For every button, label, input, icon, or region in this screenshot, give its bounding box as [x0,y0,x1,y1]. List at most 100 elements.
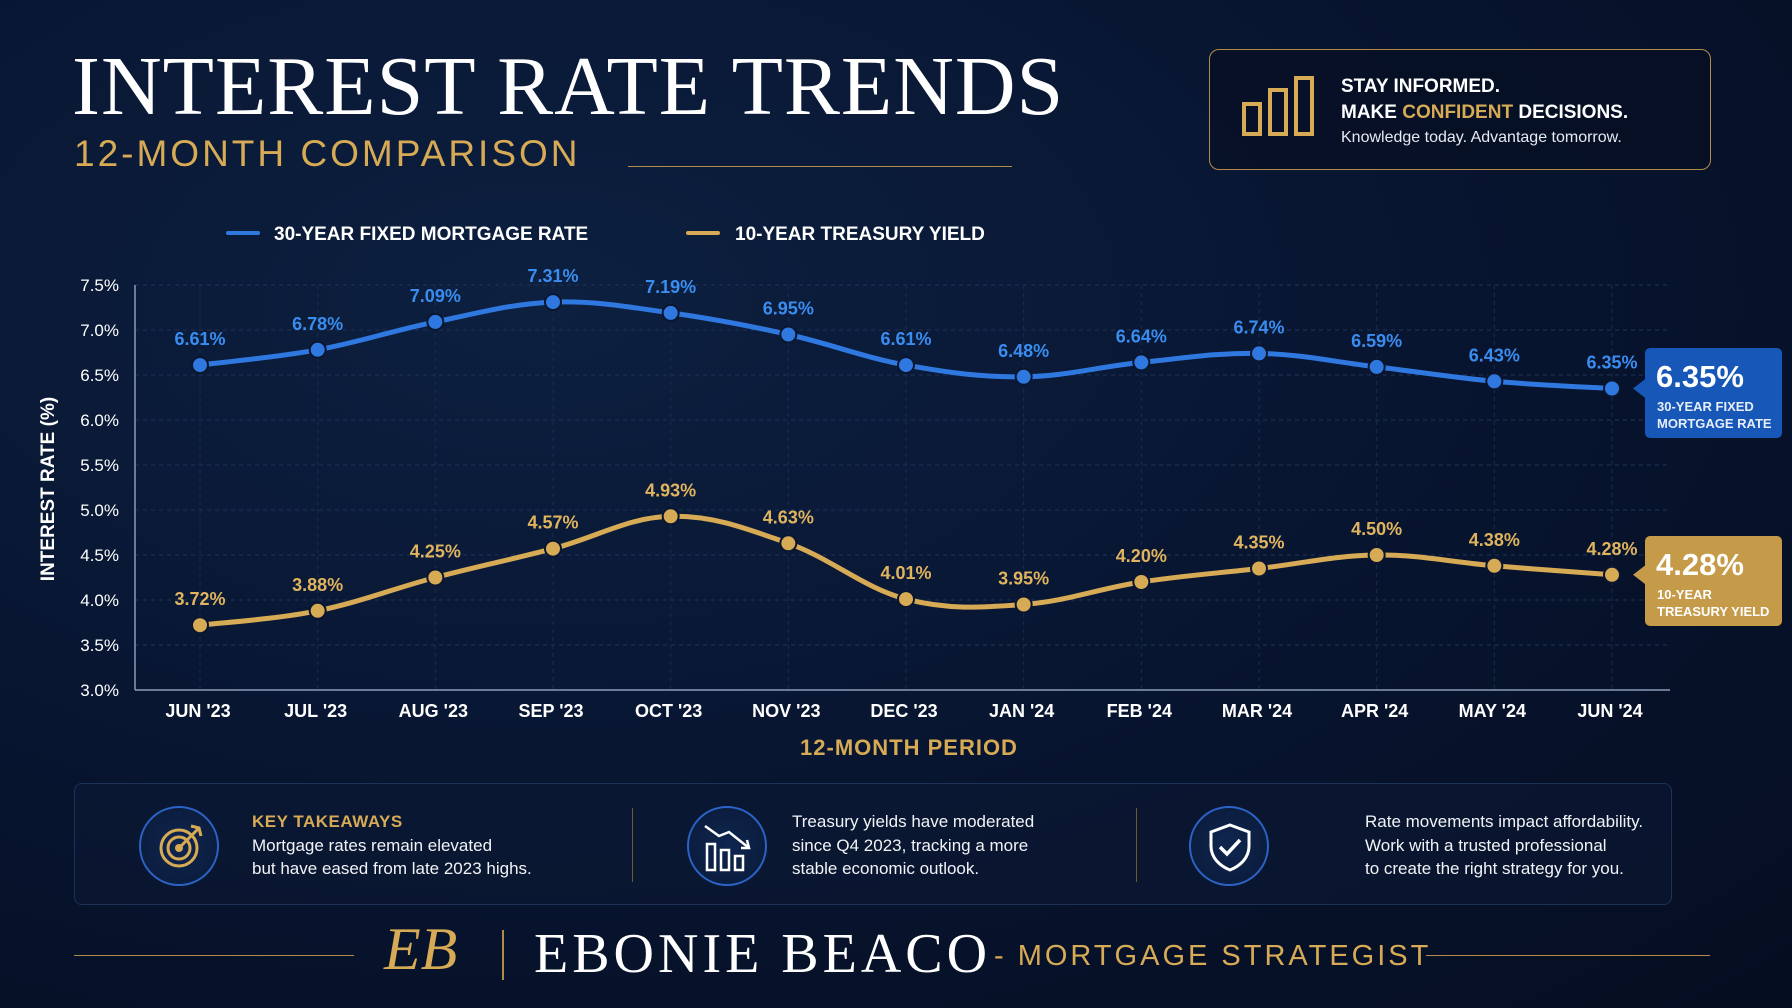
takeaway-heading: KEY TAKEAWAYS [252,812,403,831]
takeaway-2-text: Treasury yields have moderated since Q4 … [792,810,1034,881]
data-point [1014,367,1033,386]
takeaway-1-text: KEY TAKEAWAYS Mortgage rates remain elev… [252,810,532,881]
takeaway-3-text: Rate movements impact affordability. Wor… [1365,810,1643,881]
data-point [661,303,680,322]
promo-line-2: MAKE CONFIDENT DECISIONS. [1341,100,1628,126]
promo-line-2-pre: MAKE [1341,102,1403,123]
declining-bars-icon [687,806,767,886]
takeaway-2-line-2: since Q4 2023, tracking a more [792,835,1029,855]
data-point [426,568,445,587]
data-label: 4.20% [1116,546,1167,566]
bar-chart-icon [1242,76,1314,136]
takeaway-1: KEY TAKEAWAYS Mortgage rates remain elev… [75,784,635,906]
data-point [544,539,562,558]
callout-box [1645,348,1782,438]
data-label: 6.35% [1586,353,1637,373]
data-point [1485,556,1504,575]
takeaway-divider [1136,808,1137,882]
chart-callouts: 6.35% 30-YEAR FIXED MORTGAGE RATE 4.28% 10-Y… [1633,348,1782,626]
callout-box [1645,536,1782,626]
data-point [897,356,915,375]
data-label: 6.59% [1351,331,1402,351]
data-point [308,340,327,359]
data-point [1250,559,1268,578]
y-tick-label: 6.5% [80,366,119,385]
data-point [1367,357,1386,376]
chart-axes: 3.0% 3.5% 4.0% 4.5% 5.0% 5.5% 6.0% 6.5% 7.0% 7.5%… [38,276,1670,760]
takeaway-1-line-1: Mortgage rates remain elevated [252,835,493,855]
y-tick-label: 3.0% [80,681,119,700]
line-chart: 30-YEAR FIXED MORTGAGE RATE 10-YEAR TREAS… [38,231,1782,760]
y-tick-label: 3.5% [80,636,119,655]
data-point [191,356,209,375]
y-tick-label: 7.5% [80,276,119,295]
x-tick-label: FEB '24 [1107,701,1172,721]
footer-separator [502,930,504,980]
data-label: 6.78% [292,314,343,334]
promo-highlight: CONFIDENT [1402,102,1514,123]
x-tick-label: JAN '24 [989,701,1054,721]
data-label: 6.95% [763,299,814,319]
x-tick-label: AUG '23 [399,701,468,721]
promo-text: STAY INFORMED. MAKE CONFIDENT DECISIONS.… [1341,74,1628,150]
callout-label: 10-YEAR [1657,587,1713,602]
data-label: 4.25% [410,542,461,562]
x-tick-label: JUN '23 [165,701,230,721]
data-point [1603,379,1621,398]
x-tick-label: JUL '23 [284,701,347,721]
promo-line-1: STAY INFORMED. [1341,76,1501,97]
data-point [1132,353,1151,372]
data-label: 7.09% [410,286,461,306]
data-point [897,590,915,609]
data-point [1250,344,1268,363]
page-title: INTEREST RATE TRENDS [72,40,1065,133]
promo-line-3: Knowledge today. Advantage tomorrow. [1341,129,1622,146]
y-tick-label: 4.0% [80,591,119,610]
data-point [1014,595,1033,614]
x-axis-title: 12-MONTH PERIOD [800,735,1018,760]
callout-pointer [1633,564,1646,585]
data-point [779,534,798,553]
data-label: 3.88% [292,575,343,595]
data-label: 4.93% [645,480,696,500]
data-label: 6.43% [1469,345,1520,365]
data-label: 3.95% [998,569,1049,589]
shield-check-icon [1189,806,1269,886]
x-tick-label: JUN '24 [1577,701,1642,721]
takeaway-3-line-1: Rate movements impact affordability. [1365,812,1644,831]
takeaway-3: Rate movements impact affordability. Wor… [1139,784,1669,906]
x-tick-label: OCT '23 [635,701,702,721]
takeaways-panel: KEY TAKEAWAYS Mortgage rates remain elev… [74,783,1672,905]
data-label: 4.35% [1233,533,1284,553]
page-subtitle: 12-MONTH COMPARISON [74,133,581,174]
x-tick-label: DEC '23 [870,701,937,721]
y-tick-label: 7.0% [80,321,119,340]
data-label: 4.01% [880,563,931,583]
footer-name: EBONIE BEACO [534,923,992,985]
x-tick-label: NOV '23 [752,701,820,721]
data-point [779,325,798,344]
takeaway-3-line-2: Work with a trusted professional [1365,835,1607,855]
x-tick-label: MAY '24 [1459,701,1526,721]
subtitle-divider [628,166,1012,167]
callout-pointer [1633,378,1646,399]
takeaway-3-line-3: to create the right strategy for you. [1365,859,1624,878]
data-point [1132,573,1151,591]
footer-monogram: EB [384,916,458,982]
takeaway-divider [632,808,633,882]
chart-series: 6.61% 6.78% 7.09% 7.31% 7.19% 6.95% 6.61% 6.48%… [174,266,1638,635]
takeaway-2-line-1: Treasury yields have moderated [792,812,1035,831]
data-point [1603,565,1621,584]
data-label: 6.61% [880,329,931,349]
y-tick-label: 6.0% [80,411,119,430]
data-label: 4.28% [1586,539,1637,559]
data-point [1367,546,1386,564]
data-label: 4.50% [1351,519,1402,539]
takeaway-2-line-3: stable economic outlook. [792,859,980,878]
y-tick-label: 4.5% [80,546,119,565]
callout-value: 4.28% [1656,547,1744,582]
footer-divider-left [74,955,354,956]
callout-value: 6.35% [1656,359,1744,394]
data-point [308,601,327,620]
takeaway-1-line-2: but have eased from late 2023 highs. [252,859,532,878]
